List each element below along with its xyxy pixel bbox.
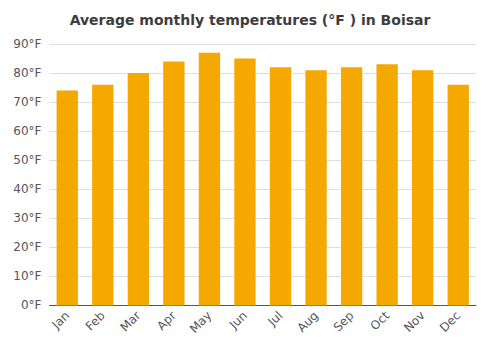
- svg-text:Feb: Feb: [83, 309, 108, 334]
- svg-text:70°F: 70°F: [13, 95, 41, 109]
- svg-text:Sep: Sep: [331, 309, 357, 335]
- svg-text:Aug: Aug: [295, 309, 321, 335]
- svg-text:10°F: 10°F: [13, 269, 41, 283]
- svg-text:90°F: 90°F: [13, 37, 41, 51]
- svg-text:May: May: [187, 309, 214, 336]
- svg-text:Apr: Apr: [154, 308, 179, 333]
- svg-text:Jun: Jun: [226, 309, 250, 333]
- svg-text:Jul: Jul: [265, 309, 286, 330]
- svg-text:0°F: 0°F: [21, 298, 42, 312]
- svg-text:Nov: Nov: [401, 309, 427, 335]
- svg-text:Oct: Oct: [368, 308, 393, 333]
- svg-text:40°F: 40°F: [13, 182, 41, 196]
- svg-text:Jan: Jan: [49, 309, 73, 333]
- svg-text:20°F: 20°F: [13, 240, 41, 254]
- svg-text:Mar: Mar: [117, 308, 143, 334]
- svg-text:Average monthly temperatures (: Average monthly temperatures (°F ) in Bo…: [70, 12, 431, 28]
- svg-text:30°F: 30°F: [13, 211, 41, 225]
- svg-text:Dec: Dec: [437, 309, 463, 335]
- svg-text:80°F: 80°F: [13, 66, 41, 80]
- svg-text:50°F: 50°F: [13, 153, 41, 167]
- svg-text:60°F: 60°F: [13, 124, 41, 138]
